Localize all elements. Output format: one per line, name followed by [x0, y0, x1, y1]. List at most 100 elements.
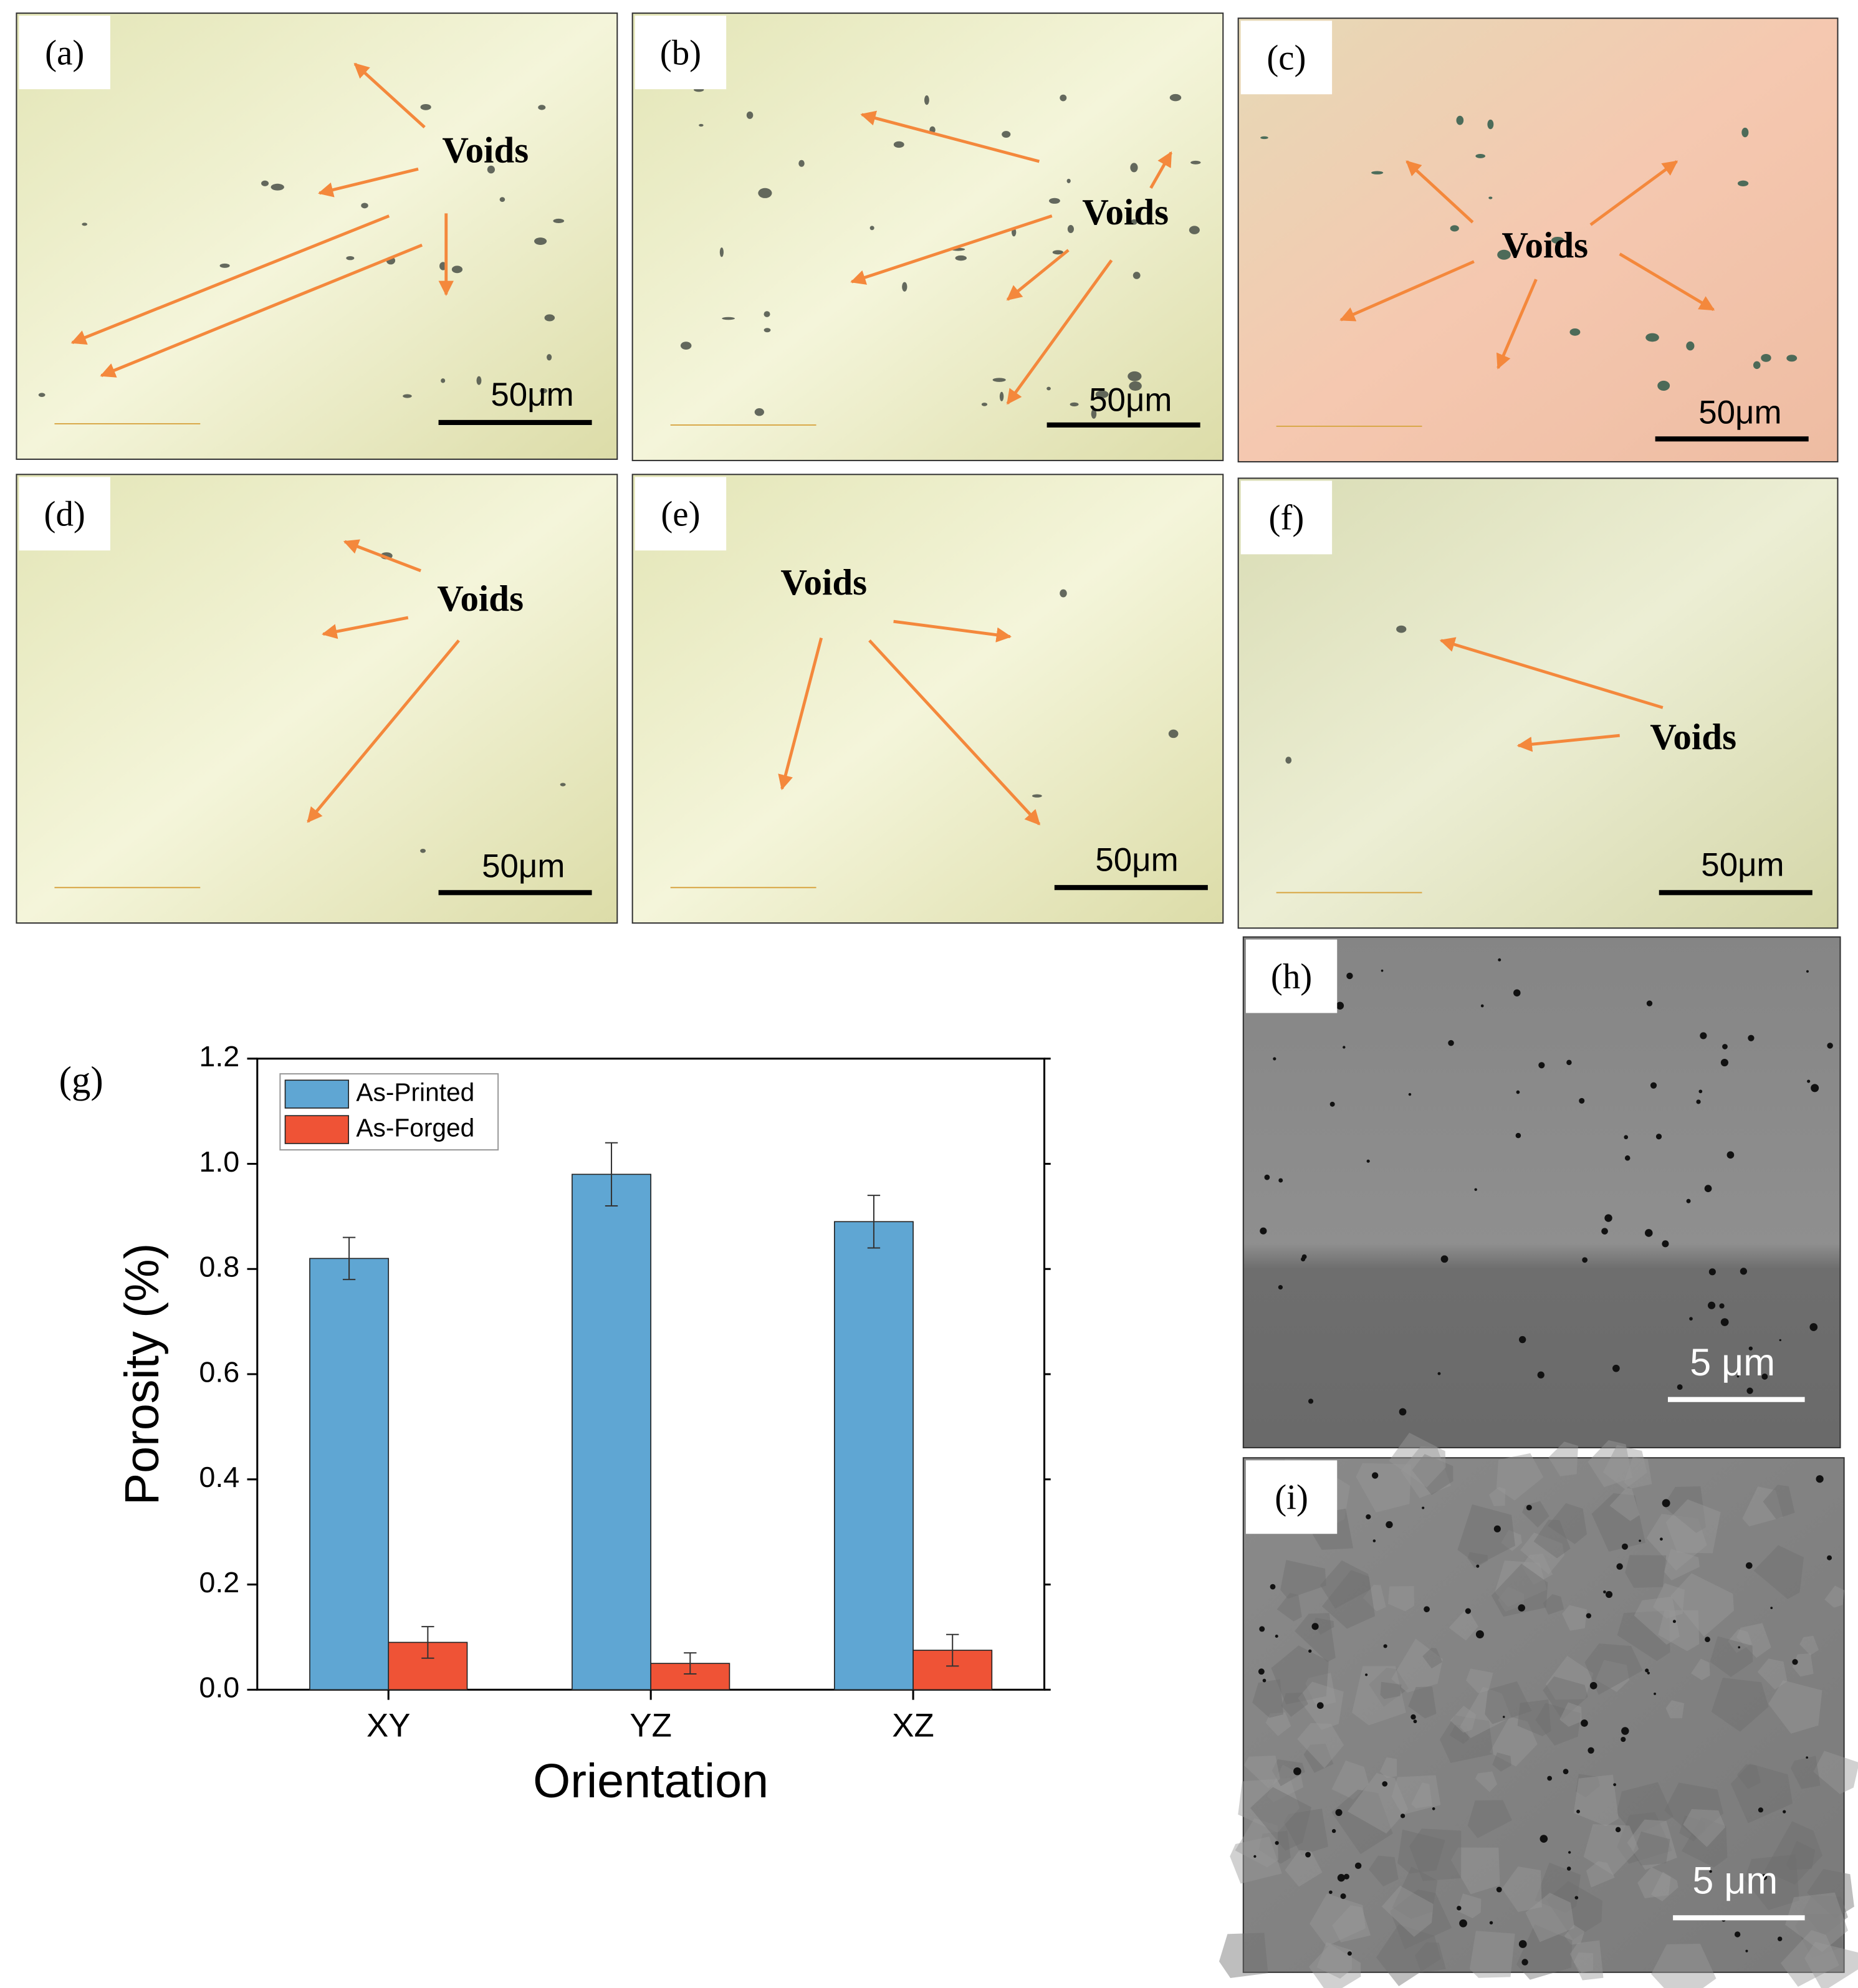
grain	[1591, 1493, 1645, 1552]
pore	[1371, 1472, 1379, 1479]
grain	[1397, 1829, 1445, 1874]
pore	[1645, 1668, 1649, 1673]
void-speck	[1285, 757, 1292, 764]
legend-swatch	[284, 1079, 350, 1109]
grain	[1521, 1554, 1553, 1585]
pore	[1547, 1775, 1553, 1781]
panel-label: (c)	[1267, 38, 1306, 77]
micrograph-panel: (i) 5 μm	[1219, 1432, 1858, 1988]
panel-label: (b)	[660, 33, 701, 72]
pore	[1654, 1692, 1657, 1695]
pore	[1720, 1318, 1729, 1326]
arrow	[1619, 252, 1715, 312]
void-speck	[420, 848, 426, 853]
micrograph	[1237, 17, 1839, 462]
void-speck	[1456, 115, 1464, 125]
pore	[1807, 1079, 1811, 1083]
pore	[1582, 1257, 1588, 1263]
grain	[1664, 1549, 1700, 1580]
void-speck	[699, 123, 704, 127]
void-speck	[1737, 180, 1749, 187]
void-speck	[1091, 409, 1097, 419]
grain	[1763, 1484, 1795, 1519]
grain	[1804, 1941, 1858, 1988]
pore	[1540, 1835, 1548, 1843]
grain	[1583, 1824, 1639, 1876]
grain	[1352, 1666, 1406, 1726]
grain	[1331, 1761, 1369, 1800]
void-speck	[271, 183, 284, 191]
void-speck	[451, 265, 463, 274]
grain	[1439, 1715, 1493, 1763]
grain	[1516, 1924, 1573, 1980]
pore	[1621, 1727, 1629, 1735]
void-speck	[722, 317, 735, 320]
micrograph	[1242, 936, 1841, 1448]
grain	[1498, 1586, 1524, 1612]
pore	[1331, 1828, 1336, 1833]
grain	[1348, 1772, 1409, 1834]
grain	[1547, 1503, 1587, 1544]
grain	[1794, 1914, 1843, 1958]
grain	[1617, 1610, 1670, 1661]
pore	[1689, 1317, 1693, 1321]
grain	[1295, 1613, 1336, 1662]
pore	[1448, 1039, 1454, 1046]
micrograph-panel: (b) Voids 50μm	[631, 12, 1224, 461]
x-tick-label: XY	[366, 1707, 411, 1744]
pore	[1696, 1099, 1701, 1104]
void-speck	[553, 218, 565, 224]
voids-annotation: Voids	[437, 578, 524, 619]
grain	[1543, 1676, 1588, 1720]
pore	[1738, 1646, 1740, 1649]
arrow	[1439, 637, 1664, 709]
grain	[1331, 1789, 1393, 1855]
pore	[1260, 1227, 1267, 1235]
grain	[1457, 1504, 1515, 1565]
grain	[1391, 1638, 1443, 1693]
grain	[1753, 1545, 1804, 1599]
void-speck	[955, 255, 967, 261]
micrograph-panel: (h) 5 μm	[1242, 936, 1841, 1448]
pore	[1568, 1851, 1571, 1854]
void-speck	[1450, 225, 1459, 232]
pore	[1408, 1092, 1412, 1096]
pore	[1516, 1090, 1520, 1094]
grain	[1548, 1441, 1579, 1476]
grain	[1449, 1611, 1478, 1641]
scale-bar-label: 50μm	[482, 848, 565, 885]
grain	[1596, 1660, 1629, 1693]
void-speck	[764, 328, 771, 333]
grain	[1646, 1514, 1707, 1571]
pore	[1686, 1198, 1691, 1203]
void-speck	[981, 403, 988, 406]
scale-bar-label: 50μm	[1701, 847, 1784, 884]
pore	[1301, 1256, 1306, 1262]
pore	[1343, 1873, 1349, 1880]
void-speck	[999, 391, 1004, 401]
legend-label: As-Forged	[356, 1113, 474, 1142]
grain	[1757, 1658, 1788, 1690]
grain	[1651, 1944, 1717, 1988]
grain	[1650, 1871, 1678, 1901]
grain	[1408, 1686, 1437, 1719]
y-tick-label: 1.0	[199, 1145, 239, 1178]
pore	[1579, 1097, 1585, 1104]
arrow	[893, 619, 1012, 643]
pore	[1343, 1046, 1346, 1049]
grain	[1469, 1931, 1515, 1978]
grain	[1401, 1446, 1451, 1498]
grain	[1535, 1703, 1581, 1746]
pore	[1647, 1671, 1650, 1675]
grain	[1310, 1893, 1366, 1947]
pore	[1589, 1682, 1597, 1689]
pore	[1537, 1371, 1544, 1379]
pore	[1273, 1057, 1276, 1061]
arrow	[1516, 734, 1620, 752]
pore	[1489, 1921, 1493, 1925]
grain	[1670, 1573, 1734, 1637]
void-speck	[38, 393, 45, 397]
grain	[1390, 1889, 1452, 1949]
grain	[1525, 1893, 1575, 1943]
